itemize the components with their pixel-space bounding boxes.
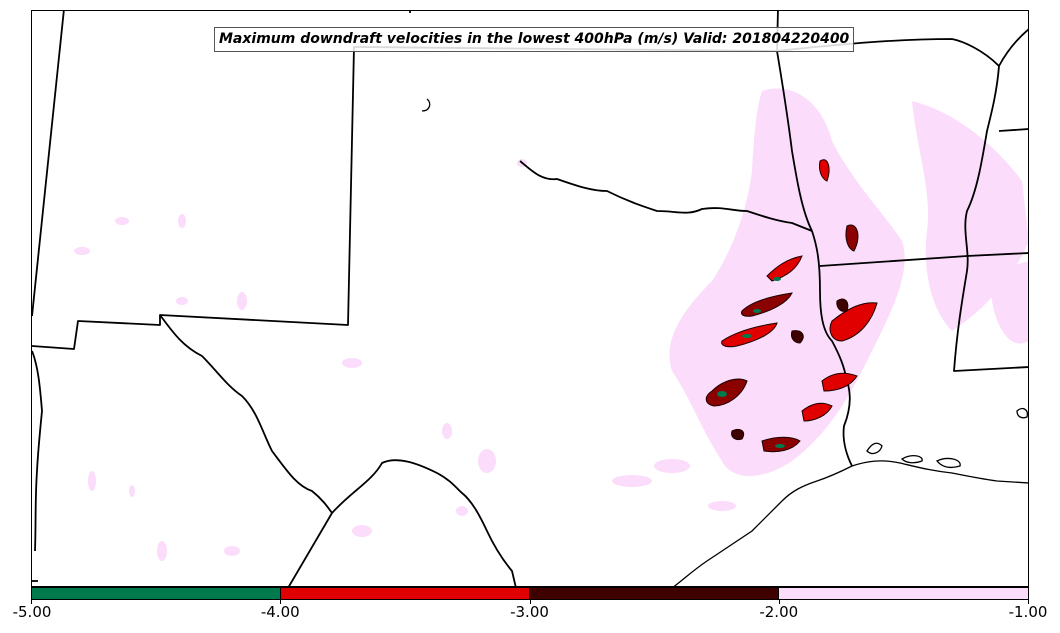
colorbar-tick-label: -5.00 xyxy=(12,603,52,621)
colorbar-tick-label: -2.00 xyxy=(759,603,799,621)
colorbar-tick-label: -3.00 xyxy=(510,603,549,621)
map-title: Maximum downdraft velocities in the lowe… xyxy=(214,27,855,52)
map-canvas xyxy=(32,11,1028,586)
colorbar-tick xyxy=(1028,600,1029,604)
colorbar-tick xyxy=(280,600,282,604)
map-panel: Maximum downdraft velocities in the lowe… xyxy=(31,10,1029,587)
gulf-coastline xyxy=(421,98,1028,586)
colorbar-tick-label: -1.00 xyxy=(1008,603,1048,621)
colorbar-segment xyxy=(779,588,1028,599)
colorbar-tick-label: -4.00 xyxy=(260,603,300,621)
colorbar-segment xyxy=(32,588,281,599)
colorbar-tick xyxy=(529,600,531,604)
severe-downdraft-cores xyxy=(717,277,785,448)
weak-downdraft-areas xyxy=(74,88,1028,561)
colorbar-segment xyxy=(530,588,779,599)
colorbar-tick xyxy=(778,600,780,604)
colorbar-segment xyxy=(281,588,530,599)
colorbar-tick xyxy=(31,600,32,604)
colorbar xyxy=(31,587,1029,600)
